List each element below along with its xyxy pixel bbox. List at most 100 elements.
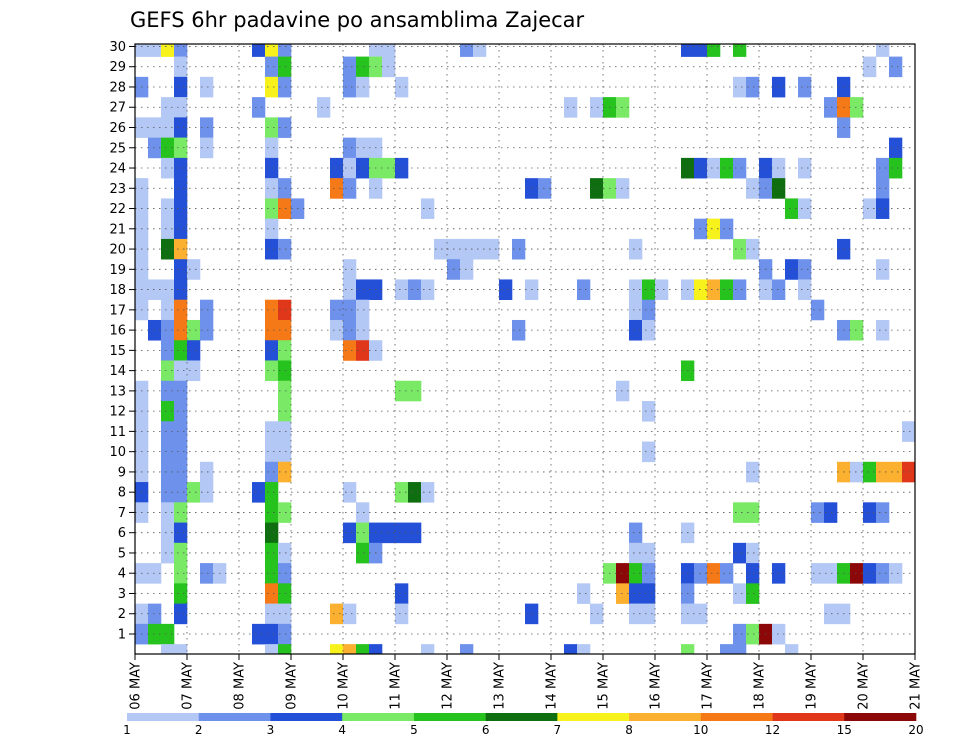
heatmap-cell <box>720 218 734 240</box>
colorbar-swatch <box>844 713 917 721</box>
heatmap-cell <box>200 137 214 159</box>
heatmap-cell <box>252 482 266 503</box>
heatmap-cell <box>460 259 474 280</box>
heatmap-cell <box>278 583 292 604</box>
heatmap-cell <box>850 563 864 584</box>
heatmap-cell <box>265 502 279 523</box>
y-axis-ticks: 1234567891011121314151617181920212223242… <box>109 40 135 643</box>
heatmap-cell <box>343 603 357 625</box>
heatmap-cell <box>733 502 747 523</box>
heatmap-cell <box>187 340 201 361</box>
heatmap-cell <box>174 441 188 463</box>
y-tick-label: 10 <box>109 445 126 460</box>
heatmap-cell <box>265 360 279 382</box>
heatmap-cell <box>148 623 162 645</box>
heatmap-cell <box>824 563 838 584</box>
heatmap-cell <box>278 644 292 655</box>
heatmap-cell <box>382 44 396 57</box>
heatmap-cell <box>707 218 721 240</box>
colorbar-swatch <box>485 713 558 721</box>
heatmap-cell <box>161 97 175 118</box>
heatmap-cell <box>798 279 812 301</box>
heatmap-cell <box>343 157 357 179</box>
heatmap-cell <box>876 198 890 219</box>
heatmap-cell <box>512 319 526 341</box>
heatmap-cell <box>642 583 656 604</box>
heatmap-cell <box>746 563 760 584</box>
heatmap-cell <box>252 97 266 118</box>
colorbar-swatch <box>629 713 702 721</box>
heatmap-cell <box>278 238 292 260</box>
heatmap-cell <box>174 44 188 57</box>
colorbar-swatch <box>772 713 845 721</box>
heatmap-cell <box>161 502 175 523</box>
heatmap-cell <box>642 299 656 321</box>
heatmap-cell <box>889 56 903 78</box>
colorbar-label: 7 <box>554 723 562 737</box>
heatmap-cell <box>200 117 214 138</box>
heatmap-cell <box>330 299 344 321</box>
colorbar-swatch <box>342 713 415 721</box>
heatmap-cell <box>200 319 214 341</box>
heatmap-cell <box>187 319 201 341</box>
heatmap-cell <box>161 623 175 645</box>
heatmap-cell <box>356 522 370 544</box>
heatmap-cell <box>265 522 279 544</box>
heatmap-cell <box>265 178 279 199</box>
heatmap-cell <box>187 259 201 280</box>
heatmap-cell <box>616 563 630 584</box>
heatmap-cell <box>642 441 656 463</box>
heatmap-cell <box>733 238 747 260</box>
x-tick-label: 18 MAY <box>753 662 768 710</box>
heatmap-cell <box>148 44 162 57</box>
y-tick-label: 13 <box>109 384 126 399</box>
heatmap-cell <box>278 117 292 138</box>
heatmap-cell <box>148 603 162 625</box>
heatmap-cell <box>343 137 357 159</box>
heatmap-cell <box>265 421 279 442</box>
colorbar-label: 4 <box>338 723 346 737</box>
heatmap-cell <box>265 238 279 260</box>
heatmap-cell <box>889 137 903 159</box>
heatmap-cell <box>278 319 292 341</box>
colorbar-label: 20 <box>908 723 923 737</box>
heatmap-cell <box>356 56 370 78</box>
heatmap-cell <box>356 279 370 301</box>
heatmap-cell <box>278 401 292 422</box>
heatmap-cell <box>278 421 292 442</box>
heatmap-cell <box>538 178 552 199</box>
x-tick-label: 12 MAY <box>441 662 456 710</box>
heatmap-cell <box>772 623 786 645</box>
heatmap-cell <box>278 299 292 321</box>
heatmap-cell <box>265 482 279 503</box>
heatmap-cell <box>434 238 448 260</box>
heatmap-cell <box>161 441 175 463</box>
heatmap-cell <box>590 178 604 199</box>
heatmap-cell <box>343 178 357 199</box>
x-tick-label: 19 MAY <box>805 662 820 710</box>
y-tick-label: 14 <box>109 364 126 379</box>
heatmap-cell <box>161 401 175 422</box>
heatmap-cell <box>174 299 188 321</box>
heatmap-cell <box>343 279 357 301</box>
heatmap-cell <box>161 542 175 564</box>
heatmap-cell <box>317 97 331 118</box>
heatmap-cell <box>343 259 357 280</box>
y-tick-label: 23 <box>109 182 126 197</box>
heatmap-cell <box>174 644 188 655</box>
x-tick-label: 07 MAY <box>181 662 196 710</box>
heatmap-cell <box>343 76 357 98</box>
heatmap-cell <box>343 340 357 361</box>
heatmap-cell <box>577 279 591 301</box>
heatmap-cell <box>876 502 890 523</box>
heatmap-cell <box>694 218 708 240</box>
y-tick-label: 5 <box>118 546 126 561</box>
x-tick-label: 08 MAY <box>233 662 248 710</box>
heatmap-cell <box>161 299 175 321</box>
heatmap-cell <box>356 157 370 179</box>
heatmap-cell <box>876 563 890 584</box>
heatmap-cell <box>395 380 409 402</box>
chart-title: GEFS 6hr padavine po ansamblima Zajecar <box>130 8 585 32</box>
y-tick-label: 30 <box>109 40 126 55</box>
heatmap-cell <box>720 563 734 584</box>
